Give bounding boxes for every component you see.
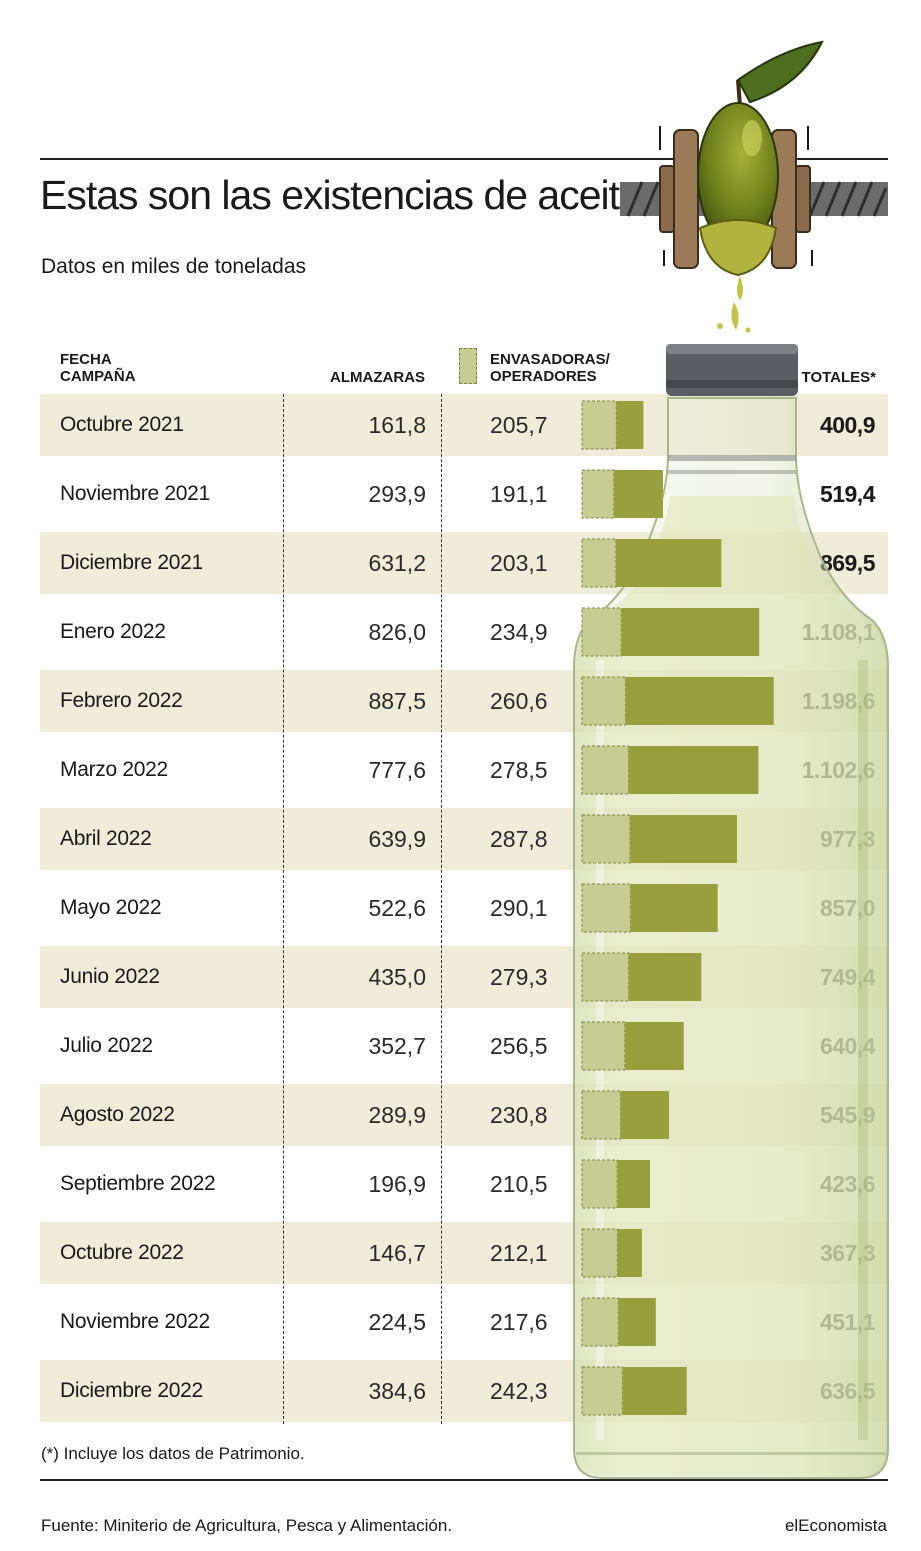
row-envasadoras: 287,8: [490, 826, 548, 852]
chart-title: Estas son las existencias de aceite: [40, 172, 642, 218]
top-rule: [40, 158, 888, 160]
column-header-totales: TOTALES*: [801, 369, 876, 386]
row-envasadoras: 234,9: [490, 619, 548, 645]
row-almazaras: 522,6: [368, 895, 426, 921]
source-note: Fuente: Miniterio de Agricultura, Pesca …: [41, 1516, 453, 1535]
row-almazaras: 777,6: [368, 757, 426, 783]
row-almazaras: 826,0: [368, 619, 426, 645]
bar-envasadoras: [581, 814, 631, 864]
bar-almazaras: [620, 1091, 669, 1139]
bar-envasadoras: [581, 1021, 626, 1071]
row-almazaras: 161,8: [368, 412, 426, 438]
row-almazaras: 289,9: [368, 1102, 426, 1128]
row-fecha: Enero 2022: [60, 620, 166, 643]
brand-logo-text: elEconomista: [784, 1516, 887, 1535]
bar-almazaras: [613, 470, 663, 518]
column-separator-1: [283, 394, 284, 1424]
row-envasadoras: 205,7: [490, 412, 548, 438]
bar-almazaras: [616, 401, 644, 449]
bar-almazaras: [617, 1229, 642, 1277]
row-fecha: Diciembre 2022: [60, 1379, 203, 1402]
row-almazaras: 196,9: [368, 1171, 426, 1197]
column-header-envasadoras-line2: OPERADORES: [490, 368, 597, 385]
row-almazaras: 435,0: [368, 964, 426, 990]
row-envasadoras: 256,5: [490, 1033, 548, 1059]
envasadoras-legend-swatch: [459, 348, 477, 384]
bar-envasadoras: [581, 745, 630, 795]
bar-envasadoras: [581, 400, 617, 450]
bar-envasadoras: [581, 1090, 622, 1140]
row-envasadoras: 217,6: [490, 1309, 548, 1335]
row-fecha: Diciembre 2021: [60, 551, 203, 574]
row-envasadoras: 260,6: [490, 688, 548, 714]
bar-almazaras: [630, 815, 737, 863]
row-envasadoras: 210,5: [490, 1171, 548, 1197]
bar-almazaras: [625, 677, 774, 725]
row-almazaras: 352,7: [368, 1033, 426, 1059]
row-fecha: Julio 2022: [60, 1034, 153, 1057]
row-envasadoras: 230,8: [490, 1102, 548, 1128]
row-envasadoras: 279,3: [490, 964, 548, 990]
bar-almazaras: [628, 953, 702, 1001]
row-almazaras: 146,7: [368, 1240, 426, 1266]
row-fecha: Agosto 2022: [60, 1103, 175, 1126]
row-fecha: Junio 2022: [60, 965, 160, 988]
bar-envasadoras: [581, 1228, 618, 1278]
bar-envasadoras: [581, 469, 615, 519]
bar-envasadoras: [581, 676, 627, 726]
column-header-fecha-line1: FECHA: [60, 351, 112, 368]
row-almazaras: 293,9: [368, 481, 426, 507]
column-header-almazaras: ALMAZARAS: [330, 369, 425, 386]
column-header-fecha: FECHA CAMPAÑA: [60, 351, 136, 385]
row-envasadoras: 212,1: [490, 1240, 548, 1266]
row-envasadoras: 191,1: [490, 481, 548, 507]
row-envasadoras: 242,3: [490, 1378, 548, 1404]
row-fecha: Octubre 2021: [60, 413, 184, 436]
row-fecha: Abril 2022: [60, 827, 152, 850]
bottom-rule: [40, 1479, 888, 1481]
row-almazaras: 224,5: [368, 1309, 426, 1335]
row-fecha: Marzo 2022: [60, 758, 168, 781]
bar-envasadoras: [581, 538, 617, 588]
row-almazaras: 631,2: [368, 550, 426, 576]
bar-almazaras: [617, 1160, 651, 1208]
bar-almazaras: [628, 746, 759, 794]
column-header-envasadoras: ENVASADORAS/ OPERADORES: [490, 351, 610, 385]
table-row: Mayo 2022 522,6 290,1 857,0: [40, 877, 888, 939]
bar-almazaras: [622, 1367, 687, 1415]
bar-almazaras: [630, 884, 718, 932]
bar-envasadoras: [581, 883, 631, 933]
row-fecha: Septiembre 2022: [60, 1172, 216, 1195]
row-almazaras: 384,6: [368, 1378, 426, 1404]
chart-subtitle: Datos en miles de toneladas: [41, 255, 306, 278]
row-envasadoras: 203,1: [490, 550, 548, 576]
row-envasadoras: 278,5: [490, 757, 548, 783]
row-fecha: Noviembre 2021: [60, 482, 210, 505]
bar-envasadoras: [581, 952, 630, 1002]
bar-envasadoras: [581, 607, 622, 657]
column-header-fecha-line2: CAMPAÑA: [60, 368, 136, 385]
bar-almazaras: [618, 1298, 656, 1346]
row-fecha: Mayo 2022: [60, 896, 162, 919]
row-almazaras: 887,5: [368, 688, 426, 714]
row-almazaras: 639,9: [368, 826, 426, 852]
bar-envasadoras: [581, 1159, 618, 1209]
bar-almazaras: [621, 608, 760, 656]
bar-envasadoras: [581, 1366, 623, 1416]
column-separator-2: [441, 394, 442, 1424]
bar-envasadoras: [581, 1297, 619, 1347]
row-fecha: Noviembre 2022: [60, 1310, 210, 1333]
row-envasadoras: 290,1: [490, 895, 548, 921]
bar-almazaras: [615, 539, 722, 587]
column-header-envasadoras-line1: ENVASADORAS/: [490, 351, 610, 368]
row-fecha: Octubre 2022: [60, 1241, 184, 1264]
footnote: (*) Incluye los datos de Patrimonio.: [41, 1444, 305, 1463]
row-fecha: Febrero 2022: [60, 689, 183, 712]
bar-almazaras: [624, 1022, 684, 1070]
